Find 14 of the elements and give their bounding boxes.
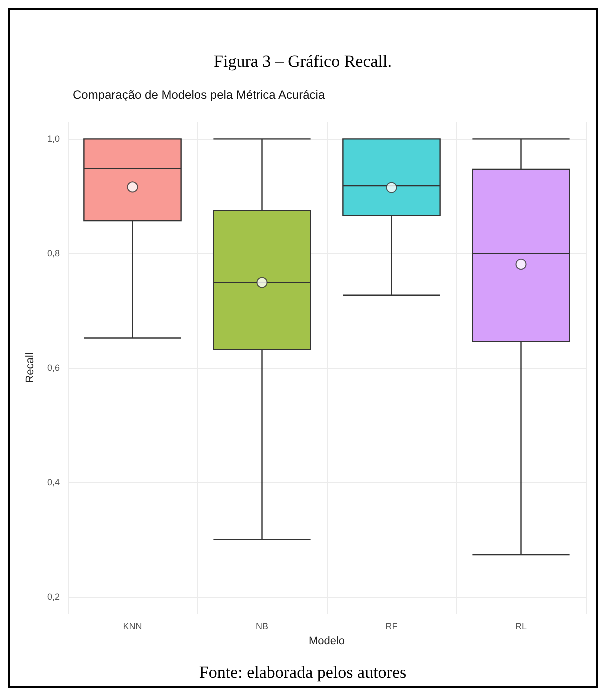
x-tick-label: RL <box>515 622 528 632</box>
source-note: Fonte: elaborada pelos autores <box>199 663 407 682</box>
chart-title: Figura 3 – Gráfico Recall. <box>214 52 392 71</box>
x-tick-label: KNN <box>123 622 142 632</box>
chart-subtitle: Comparação de Modelos pela Métrica Acurácia <box>73 88 326 102</box>
y-tick-label: 0,6 <box>47 363 60 373</box>
y-tick-label: 1,0 <box>47 134 60 144</box>
y-tick-label: 0,4 <box>47 477 60 488</box>
x-tick-label: RF <box>386 622 398 632</box>
x-axis-title: Modelo <box>308 635 346 648</box>
y-tick-label: 0,2 <box>47 592 60 602</box>
x-tick-label: NB <box>256 622 269 632</box>
y-tick-label: 0,8 <box>47 248 60 259</box>
y-axis-title: Recall <box>24 352 36 384</box>
